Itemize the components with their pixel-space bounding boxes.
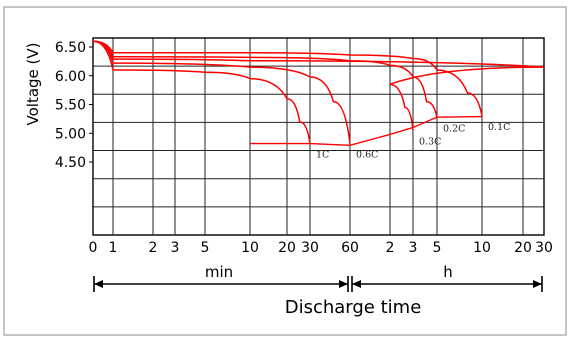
- x-tick-label: 20: [514, 240, 532, 256]
- x-tick-label: 60: [341, 240, 359, 256]
- x-tick-label: 3: [409, 240, 418, 256]
- curve-label: 0.3C: [419, 136, 441, 147]
- curve-labels: 1C 0.6C 0.3C0.2C 0.1C: [316, 122, 510, 161]
- grid: [92, 37, 545, 236]
- range-h-arrow-left: [352, 280, 361, 288]
- curve-label: 0.1C: [488, 122, 510, 133]
- y-tick-label: 5.00: [55, 126, 86, 142]
- range-h-arrow-right: [533, 280, 542, 288]
- range-label-h: h: [443, 263, 453, 281]
- x-tick-label: 10: [241, 240, 259, 256]
- range-label-min: min: [205, 263, 233, 281]
- range-min-arrow-right: [339, 280, 348, 288]
- curve-0_6C: [92, 40, 351, 144]
- x-tick-label: 2: [386, 240, 395, 256]
- cutoff-line: [250, 115, 483, 147]
- x-tick-label: 30: [301, 240, 319, 256]
- range-min-arrow-left: [94, 280, 103, 288]
- axes: 6.506.005.505.004.500 1 2 3 5 10 20 30 60 2 3 5 10 20…: [55, 40, 553, 292]
- x-axis-label: Discharge time: [285, 297, 422, 318]
- x-tick-label: 10: [473, 240, 491, 256]
- y-tick-label: 6.50: [55, 40, 86, 56]
- curve-1C: [92, 40, 311, 144]
- curve-0_3C: [92, 40, 545, 131]
- x-tick-label: 5: [201, 240, 210, 256]
- plot-area: [92, 37, 545, 236]
- x-tick-label: 30: [535, 240, 553, 256]
- curves: [92, 40, 545, 147]
- x-tick-label: 0: [89, 240, 98, 256]
- y-tick-label: 5.50: [55, 98, 86, 114]
- curve-label: 0.2C: [443, 124, 465, 135]
- curve-0_2C: [92, 40, 438, 118]
- curve-0_1C: [92, 40, 483, 117]
- x-tick-label: 2: [149, 240, 158, 256]
- curve-label: 0.6C: [356, 150, 378, 161]
- curve-label: 1C: [316, 150, 329, 161]
- figure-frame: [3, 6, 567, 336]
- x-tick-label: 3: [171, 240, 180, 256]
- x-tick-label: 5: [433, 240, 442, 256]
- y-tick-label: 4.50: [55, 155, 86, 171]
- y-tick-label: 6.00: [55, 69, 86, 85]
- x-tick-label: 20: [278, 240, 296, 256]
- y-axis-label: Voltage (V): [24, 43, 42, 126]
- x-tick-label: 1: [109, 240, 118, 256]
